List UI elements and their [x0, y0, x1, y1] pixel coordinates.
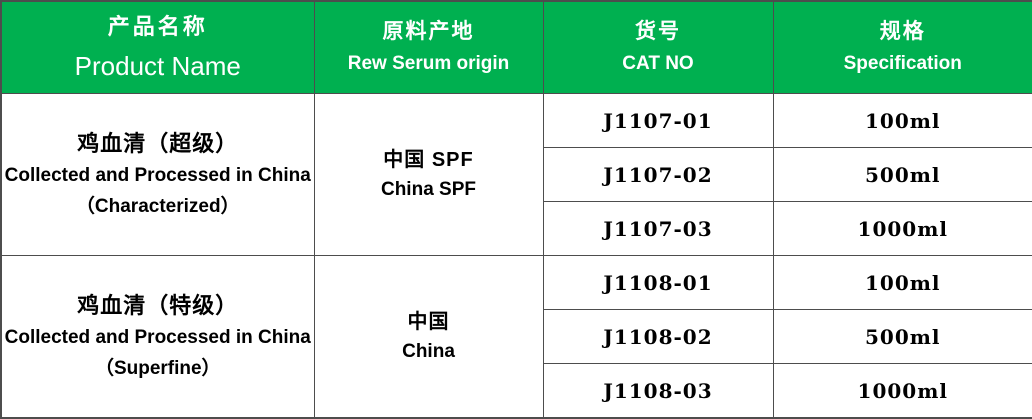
- header-product-name: 产品名称 Product Name: [1, 1, 314, 94]
- header-cat-no-zh: 货号: [544, 20, 773, 44]
- spec-value: 1000ml: [858, 379, 948, 403]
- table-row: 鸡血清（超级） Collected and Processed in China…: [1, 94, 1032, 148]
- cat-no-cell: J1107-03: [543, 202, 773, 256]
- cat-no-value: J1107-01: [603, 109, 712, 133]
- cat-no-value: J1107-02: [603, 163, 712, 187]
- origin-en: China: [315, 337, 543, 366]
- cat-no-cell: J1107-01: [543, 94, 773, 148]
- product-name-zh: 鸡血清（超级）: [2, 128, 314, 160]
- origin-cell-china: 中国 China: [314, 256, 543, 419]
- origin-zh: 中国 SPF: [315, 145, 543, 175]
- spec-cell: 100ml: [773, 256, 1032, 310]
- spec-value: 500ml: [865, 163, 941, 187]
- header-cat-no-en: CAT NO: [544, 54, 773, 75]
- table-row: 鸡血清（特级） Collected and Processed in China…: [1, 256, 1032, 310]
- spec-value: 100ml: [865, 271, 941, 295]
- product-grade: （Superfine）: [2, 353, 314, 384]
- product-cell-characterized: 鸡血清（超级） Collected and Processed in China…: [1, 94, 314, 256]
- product-name-en: Collected and Processed in China: [2, 160, 314, 191]
- product-name-en: Collected and Processed in China: [2, 322, 314, 353]
- header-product-name-zh: 产品名称: [2, 14, 314, 39]
- cat-no-cell: J1108-02: [543, 310, 773, 364]
- spec-value: 1000ml: [858, 217, 948, 241]
- cat-no-value: J1107-03: [603, 217, 712, 241]
- header-specification-en: Specification: [774, 54, 1032, 75]
- spec-value: 500ml: [865, 325, 941, 349]
- spec-cell: 500ml: [773, 148, 1032, 202]
- spec-cell: 1000ml: [773, 364, 1032, 419]
- product-name-zh: 鸡血清（特级）: [2, 290, 314, 322]
- product-grade: （Characterized）: [2, 191, 314, 222]
- header-product-name-en: Product Name: [2, 52, 314, 81]
- spec-cell: 100ml: [773, 94, 1032, 148]
- spec-cell: 1000ml: [773, 202, 1032, 256]
- table-header-row: 产品名称 Product Name 原料产地 Rew Serum origin …: [1, 1, 1032, 94]
- cat-no-value: J1108-03: [603, 379, 712, 403]
- cat-no-cell: J1108-01: [543, 256, 773, 310]
- spec-cell: 500ml: [773, 310, 1032, 364]
- cat-no-cell: J1108-03: [543, 364, 773, 419]
- spec-value: 100ml: [865, 109, 941, 133]
- header-specification: 规格 Specification: [773, 1, 1032, 94]
- origin-cell-china-spf: 中国 SPF China SPF: [314, 94, 543, 256]
- product-cell-superfine: 鸡血清（特级） Collected and Processed in China…: [1, 256, 314, 419]
- origin-zh: 中国: [315, 307, 543, 337]
- cat-no-value: J1108-02: [603, 325, 712, 349]
- header-raw-serum-origin-en: Rew Serum origin: [315, 54, 543, 75]
- cat-no-cell: J1107-02: [543, 148, 773, 202]
- header-cat-no: 货号 CAT NO: [543, 1, 773, 94]
- cat-no-value: J1108-01: [603, 271, 712, 295]
- header-raw-serum-origin-zh: 原料产地: [315, 20, 543, 44]
- header-specification-zh: 规格: [774, 20, 1032, 44]
- header-raw-serum-origin: 原料产地 Rew Serum origin: [314, 1, 543, 94]
- origin-en: China SPF: [315, 175, 543, 204]
